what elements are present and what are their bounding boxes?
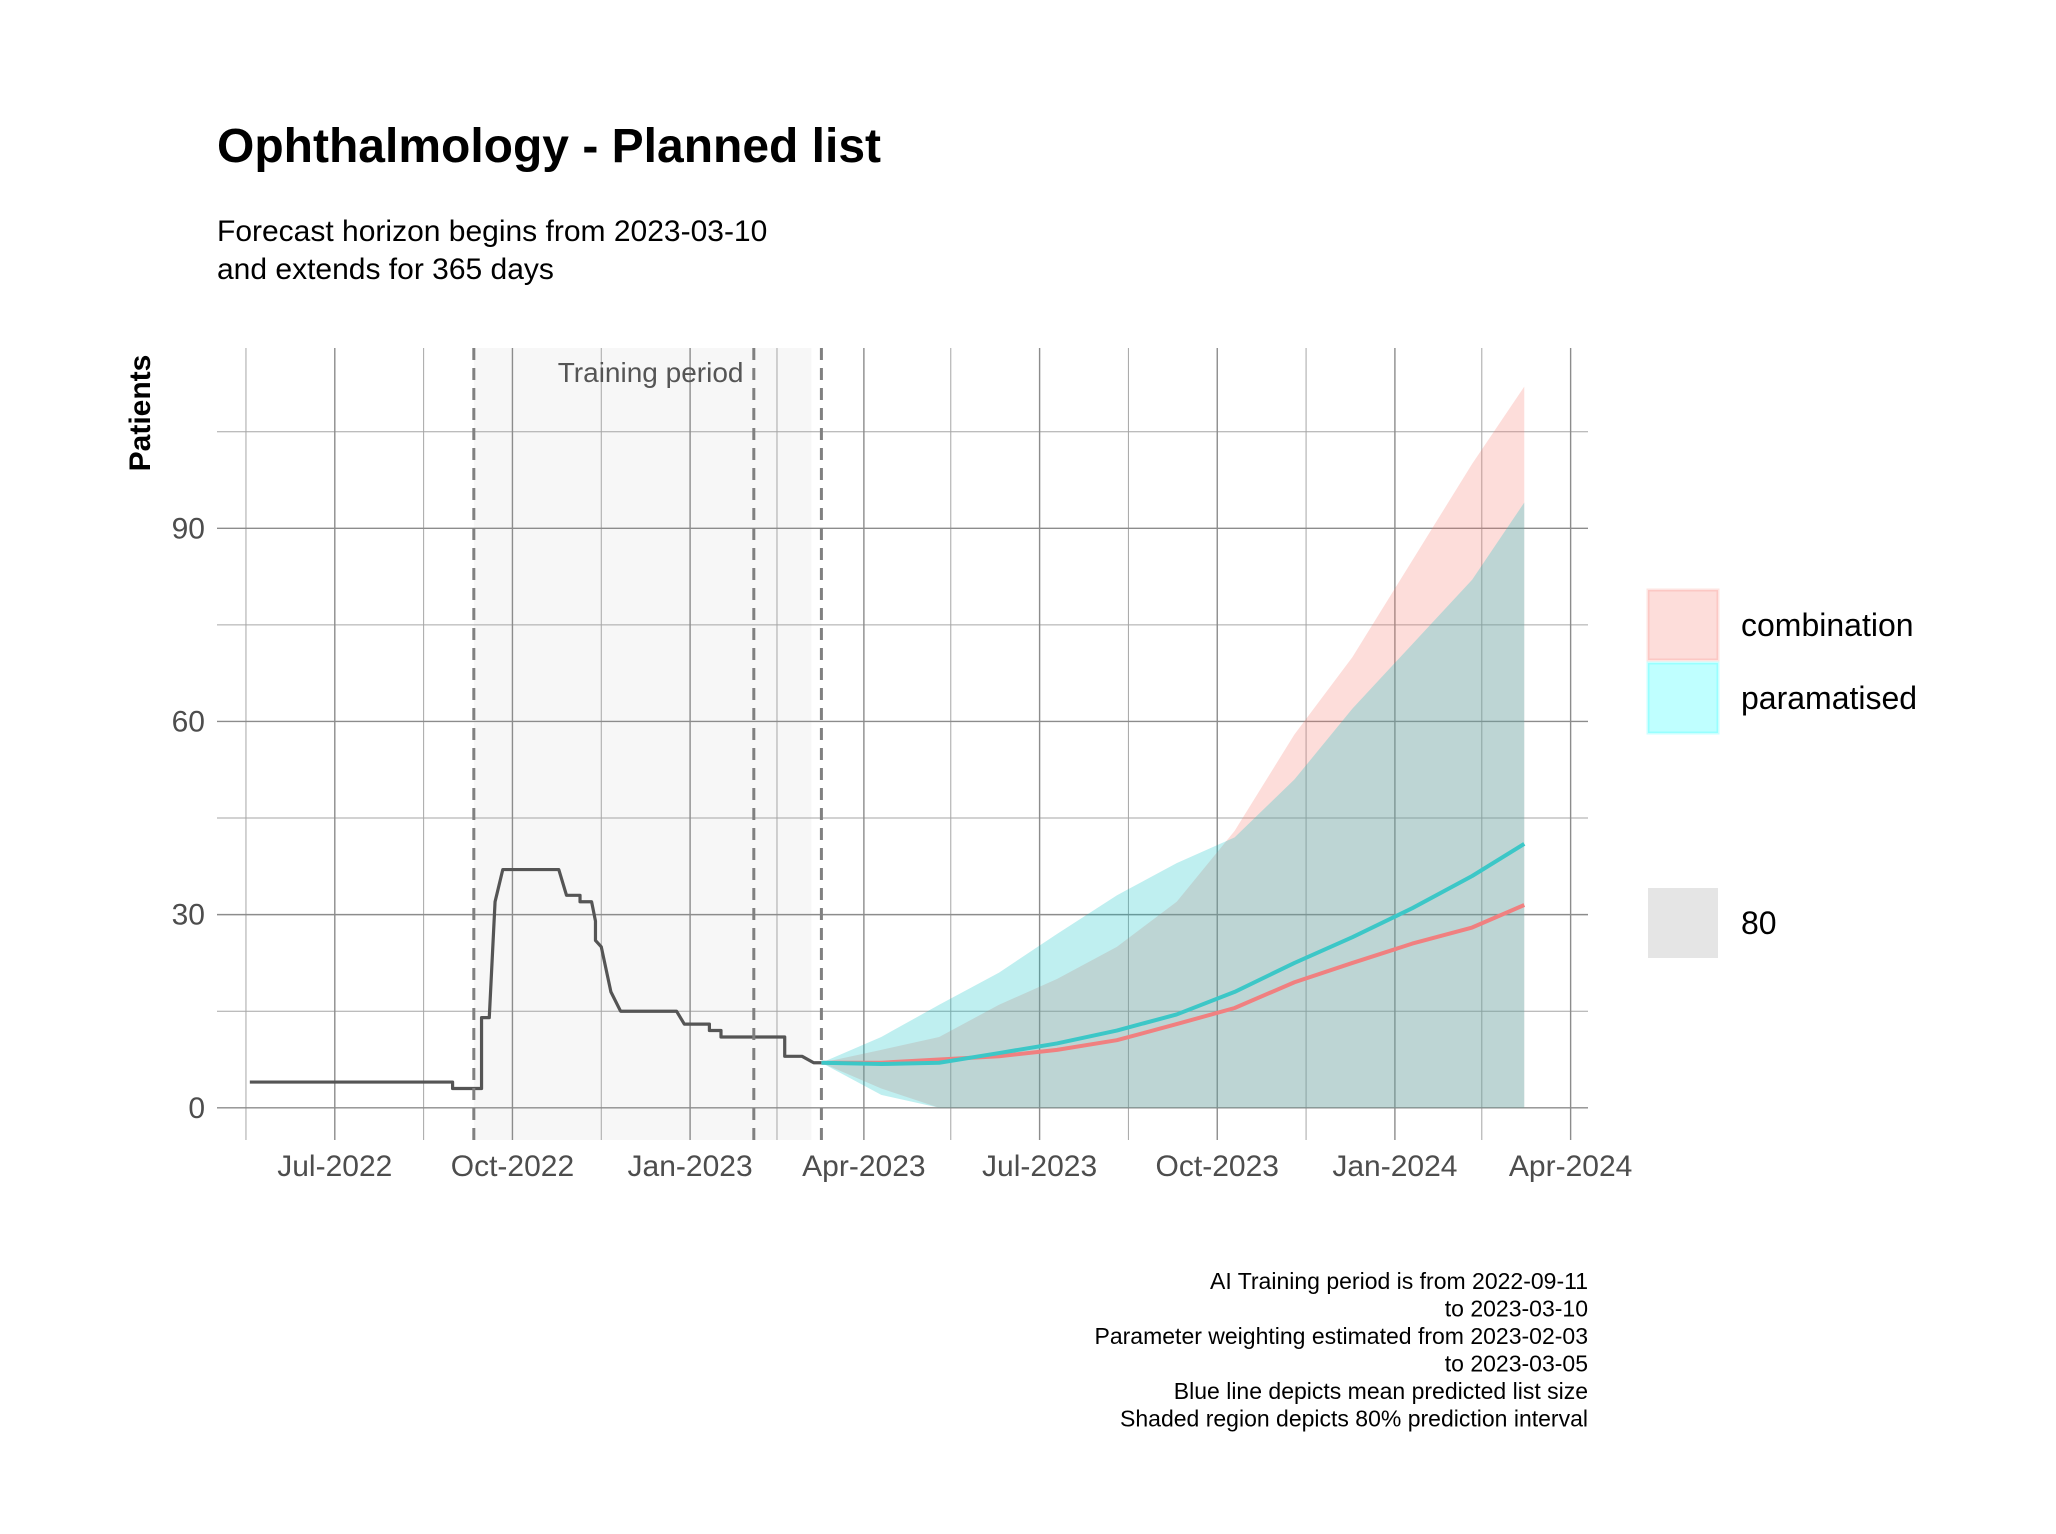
plot-area: Training period Jul-2022 Oct-2022 Jan-2023 A… [172, 348, 1632, 1183]
legend-label-paramatised: paramatised [1741, 680, 1917, 716]
y-axis-label: Patients [124, 355, 157, 472]
chart-title: Ophthalmology - Planned list [217, 120, 881, 173]
x-tick-label: Jan-2023 [628, 1150, 753, 1183]
mean-line-combination [821, 903, 1526, 1065]
training-period-label: Training period [558, 357, 744, 388]
caption-line: Blue line depicts mean predicted list si… [1174, 1378, 1588, 1404]
training-period-shading [473, 348, 812, 1140]
x-tick-label: Apr-2024 [1509, 1150, 1632, 1183]
legend: combination paramatised 80 [1646, 588, 1917, 958]
caption-line: to 2023-03-05 [1445, 1351, 1588, 1377]
x-tick-label: Oct-2023 [1156, 1150, 1279, 1183]
mean-line-paramatised [821, 842, 1526, 1067]
x-tick-label: Apr-2023 [802, 1150, 925, 1183]
ribbon-paramatised [821, 502, 1525, 1108]
caption-line: AI Training period is from 2022-09-11 [1210, 1268, 1588, 1294]
y-tick-label: 30 [172, 899, 205, 932]
x-tick-label: Oct-2022 [451, 1150, 574, 1183]
caption-line: Parameter weighting estimated from 2023-… [1095, 1323, 1588, 1349]
x-tick-label: Jan-2024 [1332, 1150, 1457, 1183]
observed-line [249, 867, 822, 1091]
ribbon-combination [821, 386, 1525, 1108]
x-tick-label: Jul-2022 [277, 1150, 392, 1183]
x-tick-label: Jul-2023 [982, 1150, 1097, 1183]
caption-line: to 2023-03-10 [1445, 1296, 1588, 1322]
legend-key-combination [1646, 588, 1720, 662]
chart-subtitle-line-1: Forecast horizon begins from 2023-03-10 [217, 215, 767, 248]
legend-label-combination: combination [1741, 607, 1914, 643]
y-tick-label: 0 [188, 1092, 205, 1125]
legend-key-interval [1648, 888, 1718, 958]
y-tick-label: 60 [172, 705, 205, 738]
y-tick-label: 90 [172, 512, 205, 545]
legend-label-interval: 80 [1741, 905, 1777, 941]
legend-key-paramatised [1646, 661, 1720, 735]
caption: AI Training period is from 2022-09-11to … [1095, 1268, 1588, 1432]
caption-line: Shaded region depicts 80% prediction int… [1120, 1406, 1588, 1432]
chart-subtitle-line-2: and extends for 365 days [217, 253, 554, 286]
